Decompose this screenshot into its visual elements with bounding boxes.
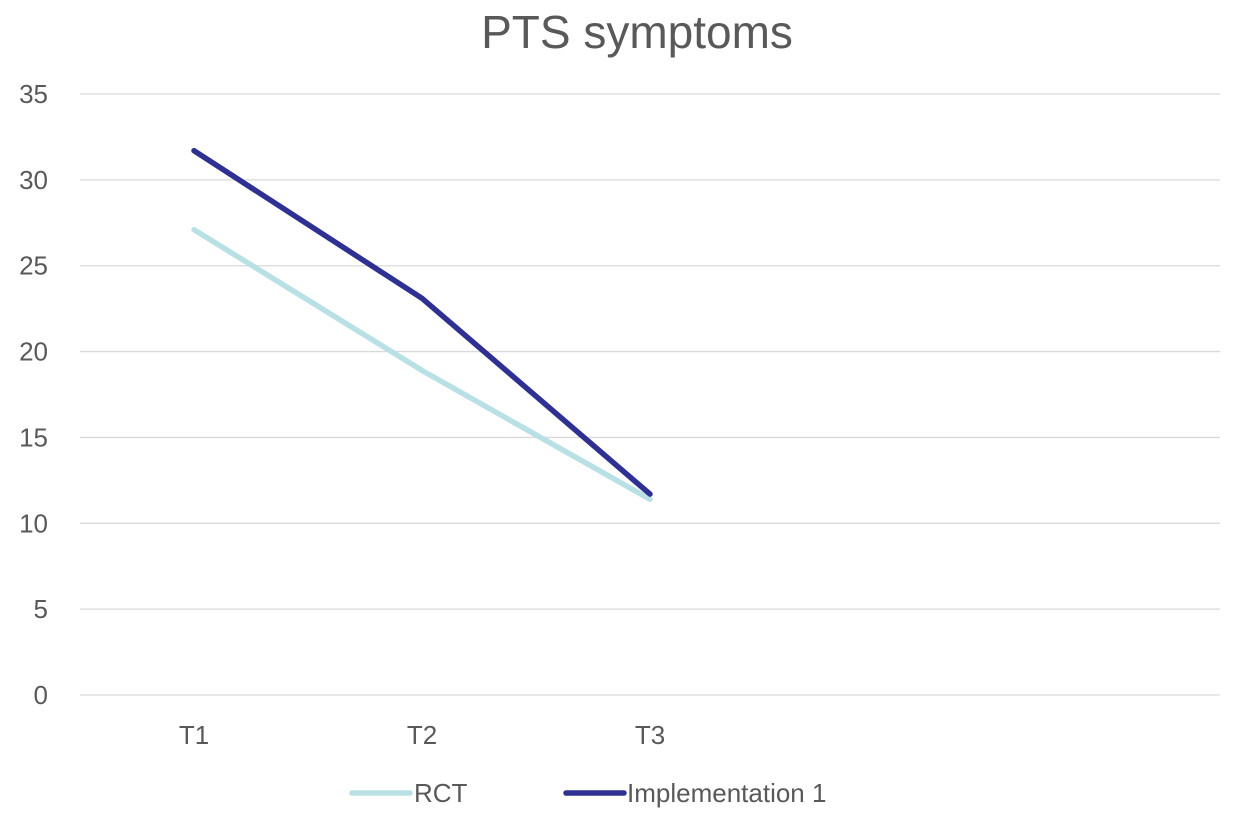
y-tick-label: 30 — [19, 165, 48, 195]
x-tick-label: T3 — [635, 720, 665, 750]
series-line-1 — [191, 147, 653, 497]
gridlines — [80, 93, 1220, 696]
x-axis-tick-labels: T1 T2 T3 — [179, 720, 665, 750]
legend-label: RCT — [414, 778, 468, 808]
y-tick-label: 20 — [19, 337, 48, 367]
y-tick-label: 5 — [34, 594, 48, 624]
chart-title: PTS symptoms — [481, 6, 793, 58]
series-line-0 — [191, 226, 653, 502]
y-tick-label: 35 — [19, 79, 48, 109]
y-axis-tick-labels: 0 5 10 15 20 25 30 35 — [19, 79, 48, 710]
legend: RCT Implementation 1 — [349, 778, 826, 808]
y-tick-label: 15 — [19, 422, 48, 452]
y-tick-label: 10 — [19, 508, 48, 538]
legend-label: Implementation 1 — [627, 778, 826, 808]
y-tick-label: 0 — [34, 680, 48, 710]
y-tick-label: 25 — [19, 251, 48, 281]
x-tick-label: T2 — [407, 720, 437, 750]
series-lines — [191, 147, 653, 502]
x-tick-label: T1 — [179, 720, 209, 750]
